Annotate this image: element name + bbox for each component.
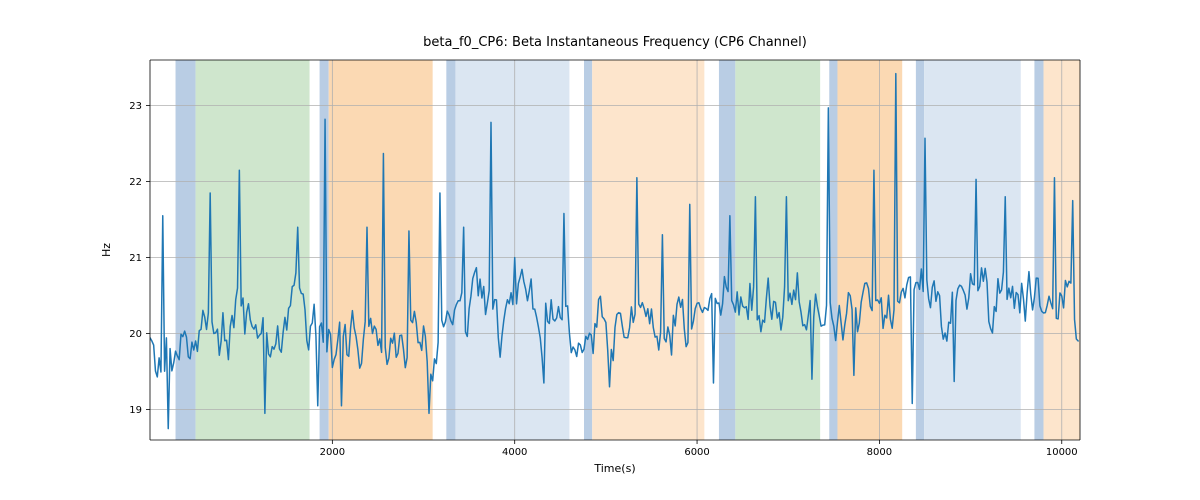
band-region bbox=[829, 60, 837, 440]
x-tick-label: 2000 bbox=[320, 447, 345, 458]
chart-root: 2000 4000 6000 8000 10000 19 20 21 22 23 Time(s) Hz… bbox=[0, 0, 1200, 500]
band-region bbox=[584, 60, 592, 440]
band-region bbox=[329, 60, 433, 440]
x-tick-label: 6000 bbox=[684, 447, 709, 458]
x-ticks: 2000 4000 6000 8000 10000 bbox=[320, 440, 1078, 458]
band-region bbox=[446, 60, 455, 440]
y-axis-label: Hz bbox=[100, 243, 113, 257]
band-region bbox=[735, 60, 820, 440]
y-ticks: 19 20 21 22 23 bbox=[129, 101, 150, 416]
y-tick-label: 23 bbox=[129, 101, 142, 112]
x-axis-label: Time(s) bbox=[593, 462, 635, 475]
y-tick-label: 19 bbox=[129, 405, 142, 416]
x-tick-label: 4000 bbox=[502, 447, 527, 458]
x-tick-label: 10000 bbox=[1046, 447, 1078, 458]
band-region bbox=[196, 60, 310, 440]
band-region bbox=[176, 60, 196, 440]
chart-svg: 2000 4000 6000 8000 10000 19 20 21 22 23 Time(s) Hz… bbox=[0, 0, 1200, 500]
band-region bbox=[455, 60, 569, 440]
band-region bbox=[719, 60, 735, 440]
y-tick-label: 21 bbox=[129, 253, 142, 264]
y-tick-label: 20 bbox=[129, 329, 142, 340]
band-region bbox=[916, 60, 924, 440]
band-region bbox=[837, 60, 902, 440]
band-region bbox=[1034, 60, 1043, 440]
y-tick-label: 22 bbox=[129, 177, 142, 188]
chart-title: beta_f0_CP6: Beta Instantaneous Frequenc… bbox=[423, 35, 807, 50]
x-tick-label: 8000 bbox=[867, 447, 892, 458]
